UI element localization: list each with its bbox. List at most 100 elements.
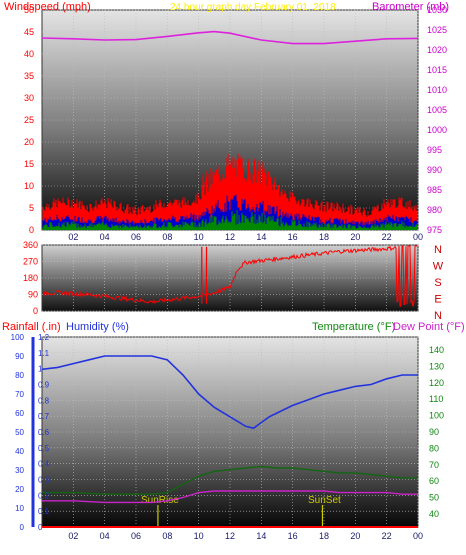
humidity-y-tick-label: 50 xyxy=(15,428,24,437)
barometer-y-tick-label: 1015 xyxy=(427,65,447,75)
barometer-y-tick-label: 1020 xyxy=(427,45,447,55)
barometer-series xyxy=(41,30,419,45)
rain-y-tick-label: 0.3 xyxy=(38,476,50,485)
direction-y-ticks: 0 90 180 270 360 xyxy=(23,240,38,316)
barometer-y-tick-label: 1010 xyxy=(427,85,447,95)
humidity-x-tick-label: 10 xyxy=(194,531,204,541)
wind-x-tick-label: 16 xyxy=(288,232,298,242)
humidity-x-tick-label: 20 xyxy=(350,531,360,541)
wind-y-tick-label: 0 xyxy=(29,225,34,235)
wind-y-tick-label: 40 xyxy=(24,49,34,59)
direction-grid xyxy=(42,244,419,312)
direction-y-tick-label: 360 xyxy=(23,240,38,250)
wind-x-tick-label: 12 xyxy=(225,232,235,242)
humidity-x-tick-label: 18 xyxy=(319,531,329,541)
humidity-y-ticks: 0 10 20 30 40 50 60 70 80 90 100 xyxy=(11,333,25,532)
humidity-line xyxy=(41,355,418,430)
humidity-y-tick-label: 100 xyxy=(11,333,25,342)
sun-markers: SunRise SunSet xyxy=(141,495,341,527)
barometer-y-tick-label: 990 xyxy=(427,165,442,175)
rain-y-ticks: 0 0.1 0.2 0.3 0.4 0.5 0.6 0.7 0.8 0.9 1 1.1 1.2 xyxy=(38,333,50,532)
dewpoint-line xyxy=(42,490,418,504)
temperature-y-tick-label: 60 xyxy=(429,476,439,486)
wind-x-tick-label: 18 xyxy=(319,232,329,242)
rain-y-tick-label: 0.2 xyxy=(38,491,50,500)
rain-y-tick-label: 0.9 xyxy=(38,381,50,390)
rain-y-tick-label: 0 xyxy=(38,523,43,532)
humidity-x-tick-label: 02 xyxy=(68,531,78,541)
humidity-y-tick-label: 40 xyxy=(15,447,24,456)
barometer-y-tick-label: 1030 xyxy=(427,5,447,15)
direction-line xyxy=(43,245,417,308)
temperature-y-tick-label: 50 xyxy=(429,493,439,503)
humidity-x-tick-label: 12 xyxy=(225,531,235,541)
humidity-x-tick-label: 22 xyxy=(382,531,392,541)
temperature-y-tick-label: 100 xyxy=(429,411,444,421)
wind-x-tick-label: 08 xyxy=(162,232,172,242)
humidity-y-tick-label: 0 xyxy=(20,523,25,532)
sun-marker-label: SunSet xyxy=(308,495,341,506)
wind-series xyxy=(42,153,418,230)
temperature-y-tick-label: 120 xyxy=(429,378,444,388)
dewpoint-y-axis-label: Dew Point (°F) xyxy=(393,321,465,333)
wind-x-tick-label: 22 xyxy=(382,232,392,242)
rain-y-tick-label: 1.1 xyxy=(38,349,50,358)
humidity-plot-area xyxy=(41,336,419,528)
temperature-y-tick-label: 80 xyxy=(429,443,439,453)
humidity-x-tick-label: 16 xyxy=(288,531,298,541)
direction-y-tick-label: 90 xyxy=(28,290,38,300)
temperature-y-ticks: 40 50 60 70 80 90 100 110 120 130 140 xyxy=(429,345,444,519)
sun-marker-label: SunRise xyxy=(141,495,179,506)
temperature-y-tick-label: 130 xyxy=(429,361,444,371)
wind-x-tick-label: 02 xyxy=(68,232,78,242)
wind-y-tick-label: 30 xyxy=(24,93,34,103)
humidity-temp-series xyxy=(41,355,418,528)
humidity-temperature-chart: SunRise SunSet 0 10 20 30 40 50 60 70 80 90 100 0 0.… xyxy=(2,321,465,541)
direction-y-tick-label: 0 xyxy=(33,306,38,316)
compass-label: W xyxy=(433,261,444,273)
wind-y-tick-label: 50 xyxy=(24,5,34,15)
humidity-x-ticks: 02 04 06 08 10 12 14 16 18 20 22 00 xyxy=(68,531,423,541)
rain-y-tick-label: 0.1 xyxy=(38,507,50,516)
temperature-y-tick-label: 140 xyxy=(429,345,444,355)
wind-y-tick-label: 45 xyxy=(24,27,34,37)
wind-y-tick-label: 5 xyxy=(29,203,34,213)
humidity-y-tick-label: 20 xyxy=(15,485,24,494)
barometer-y-tick-label: 985 xyxy=(427,185,442,195)
humidity-y-axis-label: Humidity (%) xyxy=(66,321,129,333)
humidity-y-tick-label: 70 xyxy=(15,390,24,399)
barometer-y-tick-label: 1005 xyxy=(427,105,447,115)
rain-y-tick-label: 0.6 xyxy=(38,428,50,437)
direction-y-tick-label: 180 xyxy=(23,273,38,283)
wind-y-tick-label: 10 xyxy=(24,181,34,191)
barometer-y-tick-label: 1000 xyxy=(427,125,447,135)
barometer-y-tick-label: 975 xyxy=(427,225,442,235)
humidity-y-tick-label: 30 xyxy=(15,466,24,475)
rain-y-axis-label: Rainfall (.in) xyxy=(2,321,61,333)
chart-title: 24 hour graph day February 01, 2018 xyxy=(170,2,336,13)
rain-y-tick-label: 1.2 xyxy=(38,333,50,342)
wind-y-tick-label: 20 xyxy=(24,137,34,147)
barometer-y-tick-label: 995 xyxy=(427,145,442,155)
temperature-y-tick-label: 110 xyxy=(429,394,443,404)
rain-y-tick-label: 0.4 xyxy=(38,460,50,469)
direction-series xyxy=(43,245,417,308)
wind-y-tick-label: 25 xyxy=(24,115,34,125)
compass-label: E xyxy=(434,294,441,306)
wind-y-axis-label: Windspeed (mph) xyxy=(4,1,91,13)
rain-y-tick-label: 0.7 xyxy=(38,412,50,421)
temperature-y-tick-label: 90 xyxy=(429,427,439,437)
barometer-y-ticks: 975 980 985 990 995 1000 1005 1010 1015 1020 1025 1… xyxy=(427,5,447,235)
temperature-line xyxy=(42,465,418,495)
barometer-line xyxy=(41,30,419,45)
humidity-x-tick-label: 06 xyxy=(131,531,141,541)
compass-label: N xyxy=(434,310,442,322)
barometer-y-axis-label: Barometer (mb) xyxy=(372,1,449,13)
humidity-y-tick-label: 80 xyxy=(15,371,24,380)
wind-y-tick-label: 15 xyxy=(24,159,34,169)
temperature-y-tick-label: 70 xyxy=(429,460,439,470)
